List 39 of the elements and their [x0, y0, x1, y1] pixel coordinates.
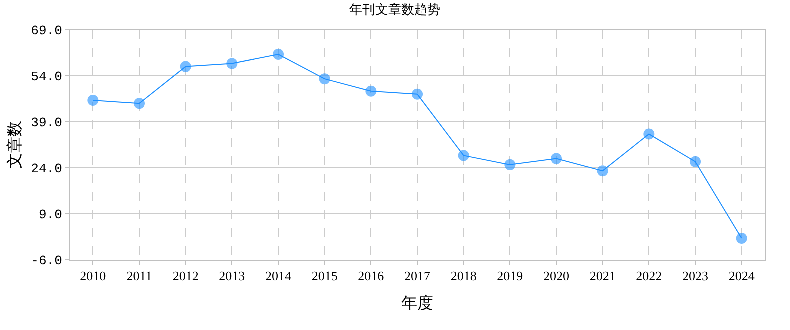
point — [366, 86, 377, 97]
point — [88, 95, 99, 106]
x-tick-label: 2012 — [172, 268, 199, 284]
point — [504, 159, 516, 170]
point — [551, 153, 562, 164]
point — [226, 58, 238, 70]
x-tick-label: 2024 — [728, 268, 756, 284]
point — [273, 49, 284, 60]
point — [134, 98, 145, 110]
y-tick-label: 39.0 — [31, 116, 62, 131]
point — [736, 233, 748, 244]
x-tick-label: 2015 — [312, 268, 338, 284]
x-tick-label: 2016 — [358, 268, 385, 284]
y-tick-label: 69.0 — [31, 24, 62, 39]
point — [180, 61, 192, 72]
x-tick-label: 2019 — [497, 268, 524, 284]
y-axis-title: 文章数 — [6, 121, 24, 169]
point — [690, 156, 701, 168]
point — [319, 74, 330, 85]
x-tick-label: 2014 — [266, 268, 292, 284]
x-tick-label: 2011 — [126, 268, 152, 284]
x-tick-label: 2021 — [590, 268, 616, 284]
x-tick-label: 2020 — [544, 268, 570, 284]
point — [412, 88, 423, 100]
x-tick-label: 2013 — [219, 268, 246, 284]
x-tick-label: 2022 — [636, 268, 662, 284]
point — [458, 150, 470, 162]
point — [597, 166, 608, 177]
y-tick-label: -6.0 — [31, 254, 62, 269]
x-tick-label: 2010 — [80, 268, 106, 284]
point — [644, 128, 655, 140]
x-tick-label: 2018 — [450, 268, 477, 284]
x-tick-label: 2023 — [682, 268, 708, 284]
x-tick-label: 2017 — [404, 268, 431, 284]
x-axis-title: 年度 — [402, 294, 434, 312]
chart-title: 年刊文章数趋势 — [350, 2, 440, 18]
y-tick-label: 9.0 — [38, 208, 62, 223]
y-tick-label: 24.0 — [31, 162, 62, 177]
y-tick-label: 54.0 — [31, 70, 62, 85]
